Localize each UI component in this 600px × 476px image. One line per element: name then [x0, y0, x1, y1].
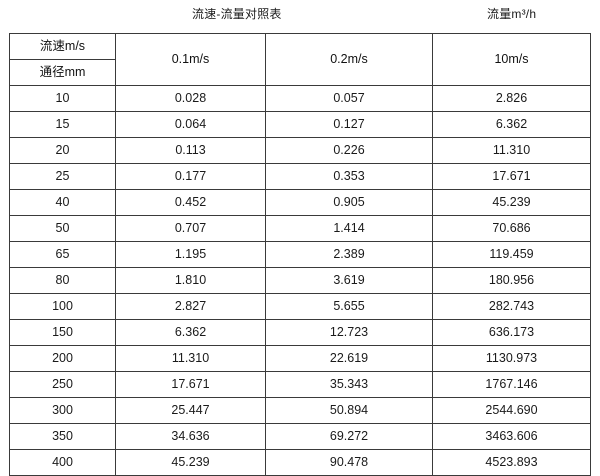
cell-flow-v3: 11.310	[432, 137, 591, 164]
cell-flow-v2: 12.723	[265, 319, 433, 346]
column-header-velocity-3: 10m/s	[432, 33, 591, 86]
flow-rate-table-wrapper: 流速m/s 0.1m/s 0.2m/s 10m/s 通径mm 10 0.028 …	[9, 33, 591, 476]
cell-flow-v2: 2.389	[265, 241, 433, 268]
cell-flow-v2: 3.619	[265, 267, 433, 294]
cell-flow-v1: 45.239	[115, 449, 266, 476]
table-row: 200 11.310 22.619 1130.973	[9, 345, 591, 372]
flow-unit-label: 流量m³/h	[487, 7, 537, 21]
caption-strip: 流速-流量对照表 流量m³/h	[0, 0, 600, 34]
page-title: 流速-流量对照表	[192, 7, 282, 21]
cell-flow-v3: 2.826	[432, 85, 591, 112]
cell-flow-v1: 0.113	[115, 137, 266, 164]
cell-flow-v1: 34.636	[115, 423, 266, 450]
cell-diameter: 25	[9, 163, 116, 190]
cell-diameter: 100	[9, 293, 116, 320]
flow-rate-table: 流速m/s 0.1m/s 0.2m/s 10m/s 通径mm 10 0.028 …	[9, 33, 591, 476]
table-header-row-top: 流速m/s 0.1m/s 0.2m/s 10m/s	[9, 33, 591, 86]
table-row: 25 0.177 0.353 17.671	[9, 163, 591, 190]
cell-flow-v3: 180.956	[432, 267, 591, 294]
cell-flow-v3: 2544.690	[432, 397, 591, 424]
cell-flow-v3: 119.459	[432, 241, 591, 268]
corner-header-diameter-label: 通径mm	[9, 59, 116, 86]
cell-flow-v2: 1.414	[265, 215, 433, 242]
cell-flow-v2: 90.478	[265, 449, 433, 476]
table-row: 15 0.064 0.127 6.362	[9, 111, 591, 138]
table-row: 400 45.239 90.478 4523.893	[9, 449, 591, 476]
cell-flow-v1: 0.707	[115, 215, 266, 242]
cell-diameter: 65	[9, 241, 116, 268]
cell-diameter: 250	[9, 371, 116, 398]
column-header-velocity-2: 0.2m/s	[265, 33, 433, 86]
cell-flow-v2: 0.905	[265, 189, 433, 216]
cell-flow-v3: 70.686	[432, 215, 591, 242]
cell-flow-v2: 0.127	[265, 111, 433, 138]
table-row: 250 17.671 35.343 1767.146	[9, 371, 591, 398]
cell-flow-v1: 1.195	[115, 241, 266, 268]
cell-flow-v2: 0.057	[265, 85, 433, 112]
table-row: 40 0.452 0.905 45.239	[9, 189, 591, 216]
cell-diameter: 150	[9, 319, 116, 346]
cell-flow-v2: 22.619	[265, 345, 433, 372]
table-row: 65 1.195 2.389 119.459	[9, 241, 591, 268]
table-row: 100 2.827 5.655 282.743	[9, 293, 591, 320]
cell-flow-v1: 25.447	[115, 397, 266, 424]
cell-flow-v1: 0.064	[115, 111, 266, 138]
cell-flow-v3: 1767.146	[432, 371, 591, 398]
cell-flow-v3: 45.239	[432, 189, 591, 216]
cell-flow-v3: 636.173	[432, 319, 591, 346]
cell-diameter: 350	[9, 423, 116, 450]
table-header-row-bottom: 通径mm	[9, 59, 591, 86]
cell-diameter: 15	[9, 111, 116, 138]
cell-flow-v2: 69.272	[265, 423, 433, 450]
cell-flow-v3: 1130.973	[432, 345, 591, 372]
cell-flow-v1: 0.177	[115, 163, 266, 190]
cell-flow-v2: 0.226	[265, 137, 433, 164]
table-row: 20 0.113 0.226 11.310	[9, 137, 591, 164]
cell-flow-v1: 11.310	[115, 345, 266, 372]
cell-flow-v1: 17.671	[115, 371, 266, 398]
cell-flow-v1: 0.452	[115, 189, 266, 216]
cell-flow-v1: 0.028	[115, 85, 266, 112]
cell-flow-v1: 6.362	[115, 319, 266, 346]
cell-diameter: 80	[9, 267, 116, 294]
table-row: 10 0.028 0.057 2.826	[9, 85, 591, 112]
cell-flow-v2: 35.343	[265, 371, 433, 398]
corner-header-velocity-label: 流速m/s	[9, 33, 116, 60]
cell-diameter: 400	[9, 449, 116, 476]
cell-flow-v3: 282.743	[432, 293, 591, 320]
cell-flow-v1: 1.810	[115, 267, 266, 294]
cell-flow-v3: 4523.893	[432, 449, 591, 476]
column-header-velocity-1: 0.1m/s	[115, 33, 266, 86]
table-row: 300 25.447 50.894 2544.690	[9, 397, 591, 424]
cell-diameter: 20	[9, 137, 116, 164]
cell-flow-v3: 17.671	[432, 163, 591, 190]
cell-diameter: 40	[9, 189, 116, 216]
cell-diameter: 300	[9, 397, 116, 424]
table-body: 流速m/s 0.1m/s 0.2m/s 10m/s 通径mm 10 0.028 …	[9, 33, 591, 476]
cell-flow-v2: 5.655	[265, 293, 433, 320]
cell-flow-v2: 0.353	[265, 163, 433, 190]
table-row: 80 1.810 3.619 180.956	[9, 267, 591, 294]
cell-diameter: 10	[9, 85, 116, 112]
table-row: 50 0.707 1.414 70.686	[9, 215, 591, 242]
cell-flow-v3: 6.362	[432, 111, 591, 138]
cell-diameter: 50	[9, 215, 116, 242]
cell-diameter: 200	[9, 345, 116, 372]
cell-flow-v3: 3463.606	[432, 423, 591, 450]
table-row: 150 6.362 12.723 636.173	[9, 319, 591, 346]
cell-flow-v2: 50.894	[265, 397, 433, 424]
table-row: 350 34.636 69.272 3463.606	[9, 423, 591, 450]
cell-flow-v1: 2.827	[115, 293, 266, 320]
